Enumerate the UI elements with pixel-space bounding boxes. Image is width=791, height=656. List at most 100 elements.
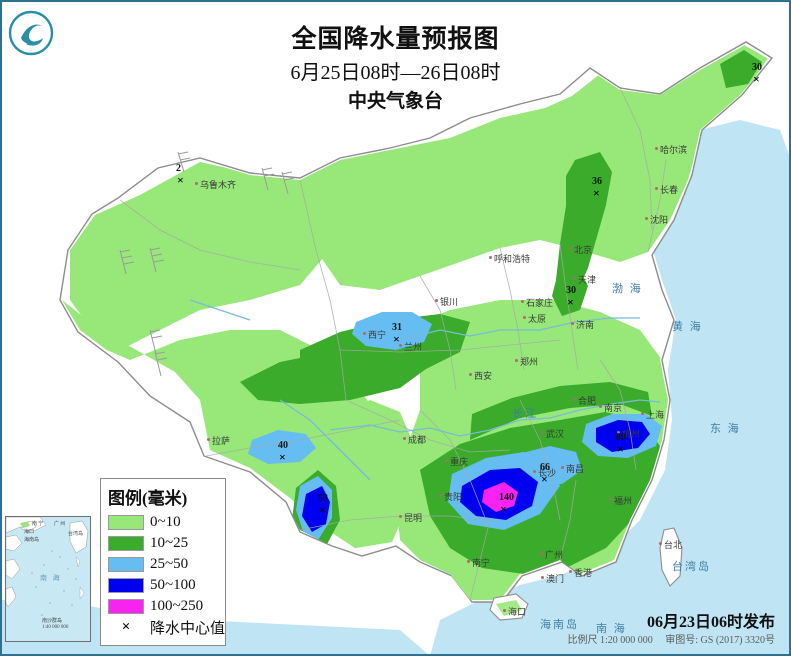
- south-china-sea-inset: 南 宁 广 州 海口 海南岛 台湾岛 南 海 南沙群岛 1:40 000 000: [5, 516, 91, 642]
- city-dot-icon: [573, 277, 576, 280]
- city-label-26: 南宁: [467, 556, 490, 569]
- precip-center-marker-icon-1: ×: [753, 72, 760, 86]
- precip-center-value-3: 36: [592, 176, 602, 187]
- city-label-12: 西安: [469, 369, 492, 382]
- city-dot-icon: [571, 322, 574, 325]
- precip-center-marker-icon-2: ×: [567, 295, 574, 309]
- inset-label-hainan-island: 海南岛: [24, 538, 40, 543]
- city-dot-icon: [523, 316, 526, 319]
- cma-dragon-logo: [6, 8, 56, 58]
- city-label-14: 重庆: [445, 455, 468, 468]
- inset-label-nansha-islands: 南沙群岛: [42, 619, 63, 624]
- precip-center-value-8: 66: [540, 462, 550, 473]
- legend-swatch-4: [108, 598, 144, 614]
- city-dot-icon: [541, 431, 544, 434]
- city-dot-icon: [655, 187, 658, 190]
- legend-swatch-0: [108, 514, 144, 530]
- precip-center-marker-icon-4: ×: [393, 332, 400, 346]
- city-dot-icon: [599, 405, 602, 408]
- precip-center-marker-icon-7: ×: [500, 502, 507, 516]
- sea-label-3: 渤 海: [612, 283, 643, 295]
- legend-box: 图例(毫米) 0~10 10~25 25~50 50~100 100~250 × 降水中…: [100, 478, 226, 646]
- city-dot-icon: [533, 470, 536, 473]
- legend-swatch-1: [108, 535, 144, 551]
- city-dot-icon: [399, 515, 402, 518]
- inset-label-nanning: 南 宁: [32, 522, 44, 527]
- city-dot-icon: [469, 373, 472, 376]
- city-label-13: 成都: [403, 433, 426, 446]
- inset-label-guangzhou: 广 州: [54, 522, 66, 527]
- precip-center-marker-icon-6: ×: [319, 503, 326, 517]
- city-dot-icon: [561, 466, 564, 469]
- city-dot-icon: [569, 247, 572, 250]
- city-dot-icon: [655, 147, 658, 150]
- scale-text: 比例尺 1:20 000 000: [567, 635, 653, 646]
- inset-label-haikou: 海口: [24, 530, 35, 535]
- city-dot-icon: [403, 437, 406, 440]
- legend-label-center-value: 降水中心值: [150, 620, 226, 637]
- approval-number: 审图号: GS (2017) 3320号: [665, 635, 775, 646]
- city-label-28: 香港: [569, 566, 592, 579]
- city-dot-icon: [467, 560, 470, 563]
- precip-center-marker-icon-0: ×: [177, 173, 184, 187]
- city-label-4: 银川: [435, 295, 458, 308]
- city-label-16: 昆明: [399, 511, 422, 524]
- city-dot-icon: [617, 431, 620, 434]
- city-dot-icon: [659, 542, 662, 545]
- legend-label-3: 50~100: [150, 576, 196, 593]
- city-dot-icon: [363, 332, 366, 335]
- city-label-18: 武汉: [541, 427, 564, 440]
- city-dot-icon: [503, 609, 506, 612]
- sea-label-5: 海南岛: [540, 619, 579, 631]
- city-dot-icon: [645, 217, 648, 220]
- city-label-10: 济南: [571, 318, 594, 331]
- sea-label-6: 长江: [512, 408, 538, 420]
- legend-label-0: 0~10: [150, 513, 181, 530]
- legend-row-4: 100~250: [108, 596, 219, 616]
- precip-center-marker-icon-8: ×: [541, 472, 548, 486]
- legend-label-1: 10~25: [150, 534, 189, 551]
- city-label-17: 长沙: [533, 466, 556, 479]
- city-label-25: 台北: [659, 538, 682, 551]
- precip-center-value-5: 40: [278, 440, 288, 451]
- city-label-20: 合肥: [573, 394, 596, 407]
- city-dot-icon: [569, 570, 572, 573]
- city-label-1: 拉萨: [207, 434, 230, 447]
- sea-label-0: 黄 海: [672, 321, 703, 333]
- city-dot-icon: [540, 552, 543, 555]
- sea-label-4: 台湾岛: [672, 561, 711, 573]
- legend-row-2: 25~50: [108, 554, 219, 574]
- precip-center-marker-icon-3: ×: [593, 186, 600, 200]
- scale-and-approval: 比例尺 1:20 000 000 审图号: GS (2017) 3320号: [567, 631, 775, 646]
- city-dot-icon: [399, 344, 402, 347]
- legend-swatch-2: [108, 556, 144, 572]
- city-label-7: 石家庄: [521, 296, 553, 309]
- legend-title: 图例(毫米): [108, 489, 188, 508]
- city-label-27: 广州: [540, 548, 563, 561]
- city-label-30: 海口: [503, 605, 526, 618]
- city-dot-icon: [439, 494, 442, 497]
- city-dot-icon: [435, 299, 438, 302]
- inset-scale-text: 1:40 000 000: [42, 625, 69, 630]
- sea-label-1: 东 海: [710, 423, 741, 435]
- city-label-5: 呼和浩特: [489, 252, 530, 265]
- city-dot-icon: [541, 576, 544, 579]
- city-dot-icon: [521, 300, 524, 303]
- inset-label-taiwan-island: 台湾岛: [68, 532, 84, 537]
- legend-swatch-3: [108, 577, 144, 593]
- city-dot-icon: [573, 398, 576, 401]
- precip-center-marker-icon-5: ×: [279, 450, 286, 464]
- precip-center-value-0: 2: [176, 163, 181, 174]
- legend-row-0: 0~10: [108, 512, 219, 532]
- city-dot-icon: [207, 438, 210, 441]
- city-dot-icon: [445, 459, 448, 462]
- precip-center-marker-icon-9: ×: [617, 442, 624, 456]
- legend-rows: 0~10 10~25 25~50 50~100 100~250: [108, 512, 219, 616]
- city-label-3: 兰州: [399, 340, 422, 353]
- legend-row-1: 10~25: [108, 533, 219, 553]
- legend-label-2: 25~50: [150, 555, 189, 572]
- city-dot-icon: [195, 182, 198, 185]
- city-label-21: 南京: [599, 401, 622, 414]
